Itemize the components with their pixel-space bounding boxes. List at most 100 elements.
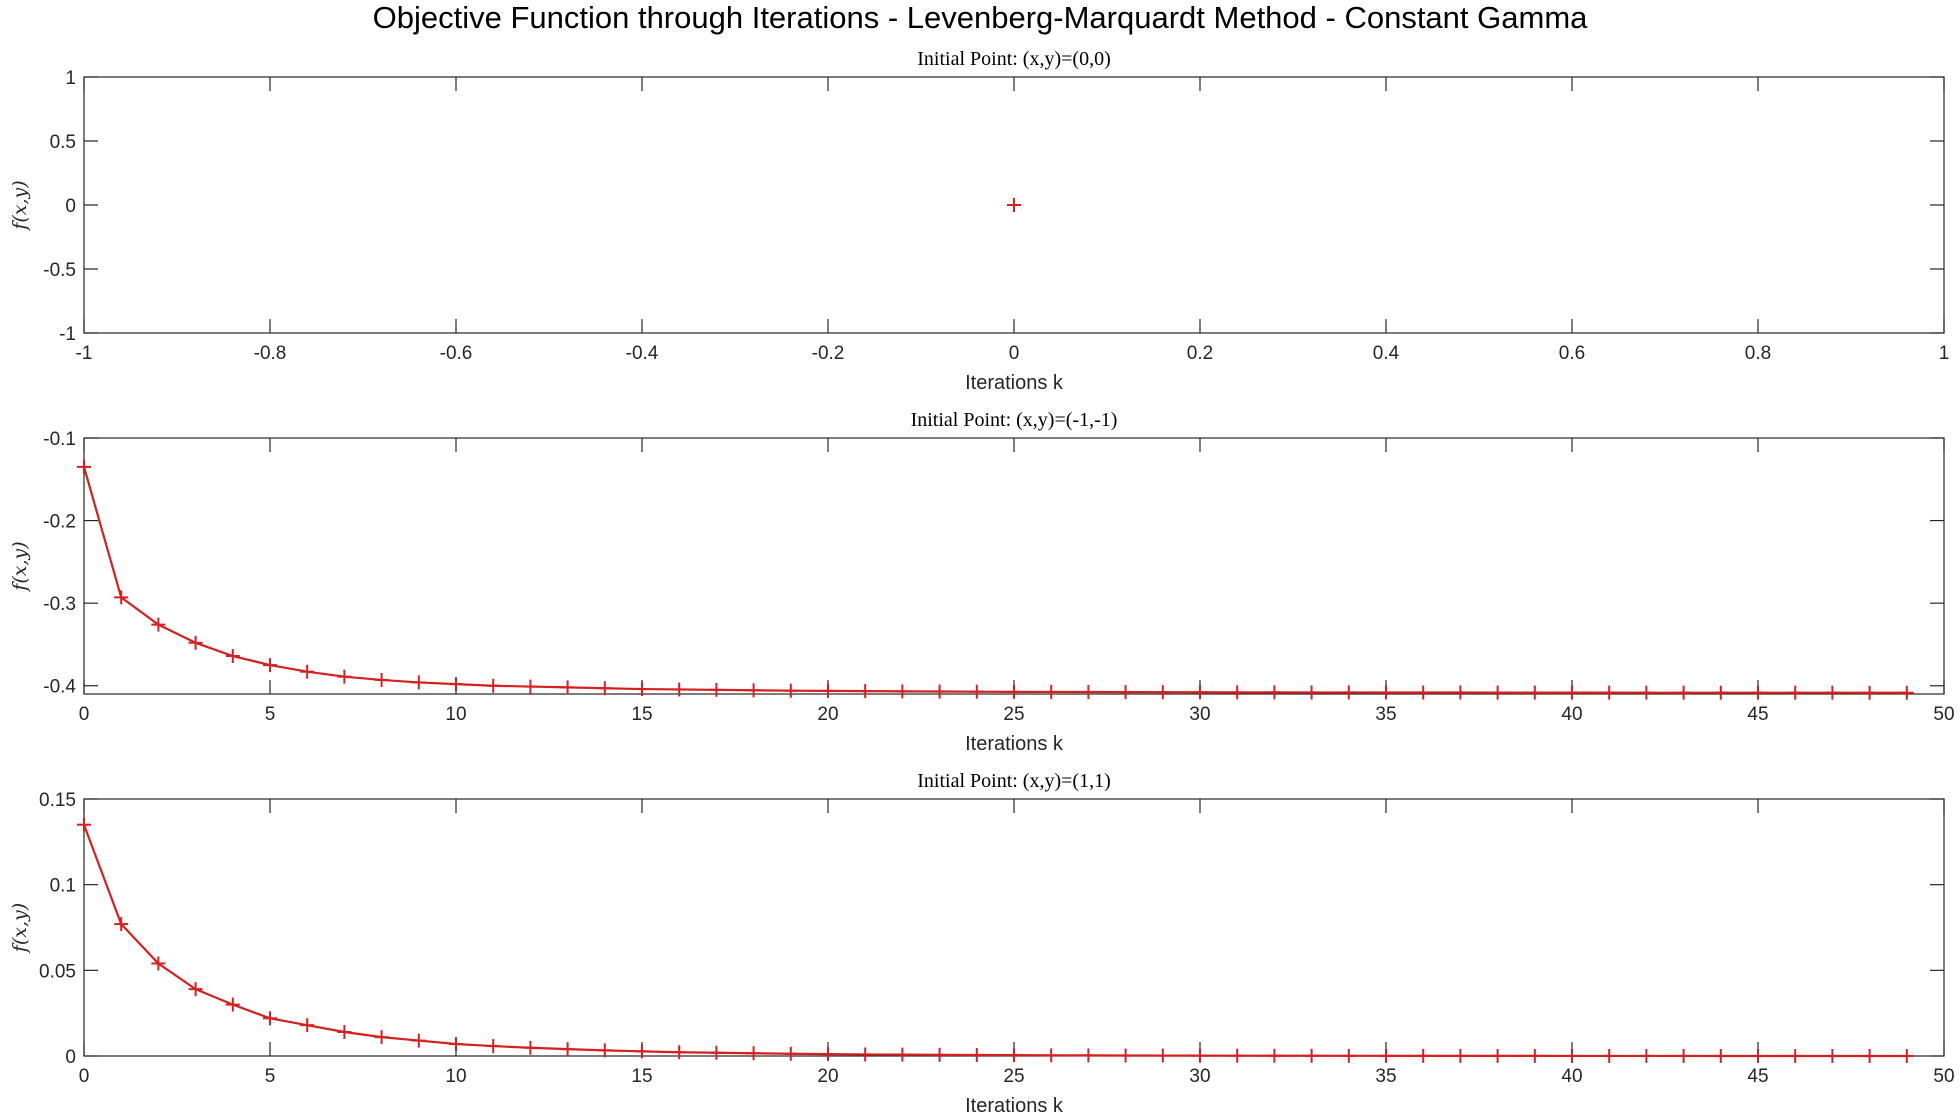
y-tick-label: -0.4 xyxy=(43,677,76,698)
data-point-marker xyxy=(597,1043,612,1058)
x-tick-label: 5 xyxy=(265,1066,276,1087)
data-point-marker xyxy=(523,1040,538,1055)
data-point-marker xyxy=(1676,685,1691,700)
data-point-marker xyxy=(449,677,463,692)
data-point-marker xyxy=(151,617,166,632)
y-axis-label: f(x,y) xyxy=(9,903,31,954)
subplot-title: Initial Point: (x,y)=(-1,-1) xyxy=(911,409,1118,431)
data-point-marker xyxy=(1007,684,1021,699)
data-point-marker xyxy=(77,817,91,832)
data-point-marker xyxy=(1081,1048,1096,1063)
data-point-marker xyxy=(1118,685,1133,700)
data-point-marker xyxy=(486,678,501,693)
data-point-marker xyxy=(1490,1048,1505,1063)
data-point-marker xyxy=(1193,1048,1207,1063)
data-point-marker xyxy=(1379,1048,1393,1063)
data-point-marker xyxy=(1862,685,1877,700)
x-axis-label: Iterations k xyxy=(965,372,1064,394)
data-point-marker xyxy=(895,684,910,699)
y-tick-label: -1 xyxy=(59,324,76,345)
data-point-marker xyxy=(151,956,166,971)
data-point-marker xyxy=(1602,1048,1617,1063)
data-point-marker xyxy=(114,590,129,605)
data-point-marker xyxy=(1118,1048,1133,1063)
x-axis-label: Iterations k xyxy=(965,1095,1064,1117)
data-point-marker xyxy=(225,649,240,664)
data-point-marker xyxy=(1453,685,1468,700)
x-tick-label: -0.8 xyxy=(254,343,287,364)
data-point-marker xyxy=(1713,685,1728,700)
data-point-marker xyxy=(1155,1048,1170,1063)
subplot-1: -1 -0.8 -0.6 -0.4 -0.2 0 0.2 0.4 0.6 0.8 1 -1 -0.5 0 0… xyxy=(9,48,1949,394)
data-point-marker xyxy=(1565,1048,1579,1063)
x-tick-label: 15 xyxy=(631,1066,652,1087)
series-line xyxy=(82,466,1907,694)
data-point-marker xyxy=(300,664,315,679)
subplot-3: 0 5 10 15 20 25 30 35 40 45 50 0 0.05 0.1 0.15 Initial … xyxy=(9,770,1955,1117)
data-point-marker xyxy=(969,684,984,699)
x-tick-label: 40 xyxy=(1561,1066,1582,1087)
data-point-marker xyxy=(1565,685,1579,700)
data-point-marker xyxy=(1788,1048,1803,1063)
data-point-marker xyxy=(263,658,277,673)
data-point-marker xyxy=(337,1025,352,1040)
data-point-marker xyxy=(1825,685,1840,700)
data-point-marker xyxy=(672,1045,687,1060)
y-tick-label: 0.5 xyxy=(50,132,76,153)
x-tick-label: -0.2 xyxy=(812,343,845,364)
data-point-marker xyxy=(1676,1048,1691,1063)
figure-title: Objective Function through Iterations - … xyxy=(372,0,1588,35)
data-point-marker xyxy=(374,1030,389,1045)
y-tick-label: 0.1 xyxy=(50,876,76,897)
data-point-marker xyxy=(1379,685,1393,700)
data-point-marker xyxy=(1639,685,1654,700)
y-tick-label: 0 xyxy=(65,1047,76,1068)
data-point-marker xyxy=(672,682,687,697)
data-point-marker xyxy=(225,997,240,1012)
data-point-marker xyxy=(188,635,203,650)
x-tick-label: -1 xyxy=(76,343,93,364)
series-line xyxy=(82,824,1907,1058)
data-point-marker xyxy=(1788,685,1803,700)
x-tick-label: 45 xyxy=(1747,1066,1768,1087)
data-point-marker xyxy=(597,681,612,696)
data-point-marker xyxy=(821,683,835,698)
x-tick-label: 0.6 xyxy=(1559,343,1585,364)
data-point-marker xyxy=(1416,1048,1431,1063)
data-point-marker xyxy=(1304,1048,1319,1063)
data-point-marker xyxy=(560,1042,575,1057)
data-point-marker xyxy=(821,1047,835,1062)
data-point-marker xyxy=(709,682,724,697)
x-tick-label: -0.4 xyxy=(626,343,659,364)
data-point-marker xyxy=(1007,198,1021,212)
data-point-marker xyxy=(783,1046,798,1061)
subplot-2: 0 5 10 15 20 25 30 35 40 45 50 -0.4 -0.3 -0.2 -0.1 Init… xyxy=(9,409,1955,755)
data-point-marker xyxy=(932,684,947,699)
subplot-title: Initial Point: (x,y)=(0,0) xyxy=(917,48,1110,70)
x-tick-label: 30 xyxy=(1189,704,1210,725)
x-tick-label: 0.8 xyxy=(1745,343,1771,364)
x-tick-label: 40 xyxy=(1561,704,1582,725)
x-tick-label: 0 xyxy=(1009,343,1020,364)
y-tick-label: -0.5 xyxy=(43,260,76,281)
data-point-marker xyxy=(1416,685,1431,700)
data-point-marker xyxy=(932,1047,947,1062)
data-point-marker xyxy=(783,683,798,698)
data-point-marker xyxy=(1639,1048,1654,1063)
x-tick-label: 10 xyxy=(445,1066,466,1087)
data-point-marker xyxy=(1267,1048,1282,1063)
data-point-marker xyxy=(1453,1048,1468,1063)
data-point-marker xyxy=(746,683,761,698)
x-tick-label: 1 xyxy=(1939,343,1950,364)
data-point-marker xyxy=(1044,684,1059,699)
data-point-marker xyxy=(1007,1048,1021,1063)
x-tick-label: 5 xyxy=(265,704,276,725)
x-tick-label: 0 xyxy=(79,1066,90,1087)
x-axis-label: Iterations k xyxy=(965,733,1064,755)
data-point-marker xyxy=(1230,1048,1245,1063)
data-point-marker xyxy=(1862,1048,1877,1063)
data-point-marker xyxy=(1304,685,1319,700)
y-tick-label: -0.3 xyxy=(43,594,76,615)
